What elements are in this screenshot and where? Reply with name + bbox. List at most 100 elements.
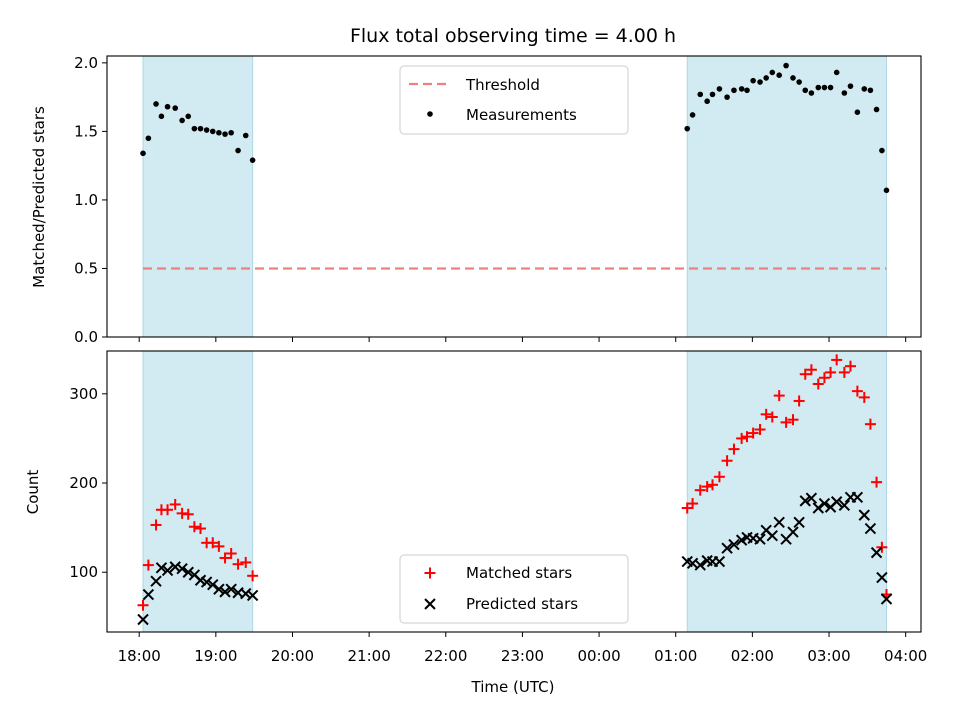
matched-star-point <box>207 537 219 549</box>
observing-window-0 <box>142 55 254 338</box>
matched-star-point <box>864 418 876 430</box>
matched-star-point <box>805 364 817 376</box>
measurement-point <box>873 106 880 113</box>
measurement-point <box>185 113 192 120</box>
predicted-star-point <box>876 571 888 584</box>
x-tick-label: 04:00 <box>884 647 927 665</box>
y-tick-label: 0.5 <box>74 259 98 277</box>
top-x-ticks <box>138 337 907 342</box>
x-tick-label: 01:00 <box>654 647 697 665</box>
predicted-star-point <box>213 583 225 595</box>
matched-star-point <box>736 432 748 444</box>
measurement-point <box>191 125 198 132</box>
predicted-star-point <box>818 497 831 510</box>
top-legend: Threshold Measurements <box>399 65 629 135</box>
y-tick-label: 200 <box>69 474 98 492</box>
predicted-star-point <box>838 499 851 512</box>
ratio-panel: 0.00.51.01.52.0 Matched/Predicted stars … <box>30 54 922 346</box>
matched-star-points <box>137 354 893 611</box>
bottom-y-ticks: 100 200 300 <box>69 385 107 581</box>
matched-star-point <box>142 559 154 571</box>
predicted-star-point <box>207 579 219 591</box>
measurement-point <box>879 147 885 154</box>
top-y-axis-label: Matched/Predicted stars <box>30 106 48 288</box>
matched-star-point <box>858 391 870 403</box>
measurement-point <box>179 117 185 124</box>
predicted-star-point <box>793 516 805 528</box>
measurement-point <box>203 127 210 133</box>
predicted-star-point <box>805 492 818 504</box>
matched-star-point <box>793 395 805 407</box>
predicted-star-point <box>219 586 231 598</box>
matched-star-point <box>851 385 863 397</box>
predicted-star-point <box>694 559 706 571</box>
matched-star-point <box>707 479 719 491</box>
measurement-point <box>776 72 783 78</box>
bottom-observing-windows <box>142 350 888 633</box>
legend-matched-label: Matched stars <box>466 564 572 582</box>
measurement-point <box>145 135 152 142</box>
x-tick-label: 18:00 <box>118 647 161 665</box>
measurement-point <box>140 150 146 157</box>
measurement-point <box>827 84 834 91</box>
top-y-ticks: 0.0 0.5 1.0 1.5 2.0 <box>74 54 107 346</box>
matched-star-point <box>169 498 181 510</box>
measurement-point <box>242 132 249 139</box>
matched-star-point <box>213 540 225 552</box>
measurement-point <box>228 129 234 136</box>
measurement-point <box>883 187 890 194</box>
matched-star-point <box>188 521 200 533</box>
measurement-point <box>197 125 204 132</box>
measurement-point <box>697 91 704 98</box>
matched-star-point <box>818 372 830 384</box>
x-tick-label: 02:00 <box>731 647 774 665</box>
predicted-star-point <box>182 566 194 578</box>
bottom-y-axis-label: Count <box>24 470 42 515</box>
predicted-star-point <box>773 516 785 528</box>
x-tick-label: 21:00 <box>348 647 391 665</box>
measurement-point <box>757 79 763 85</box>
top-legend-box <box>399 65 629 135</box>
measurement-point <box>861 86 868 92</box>
matched-star-point <box>838 366 850 378</box>
measurement-point <box>172 105 179 111</box>
measurement-point <box>802 87 809 94</box>
measurement-point <box>841 90 848 96</box>
y-tick-label: 300 <box>69 385 98 403</box>
matched-star-point <box>219 552 231 564</box>
matched-star-point <box>713 471 725 483</box>
matched-star-point <box>162 504 174 516</box>
measurement-point <box>716 86 723 92</box>
matched-star-point <box>694 484 706 496</box>
measurement-point <box>783 62 789 69</box>
measurement-point <box>684 125 691 132</box>
measurement-point <box>738 86 745 92</box>
predicted-star-point <box>713 555 726 568</box>
matched-star-point <box>773 390 785 402</box>
bottom-legend: Matched stars Predicted stars <box>399 554 629 624</box>
measurement-point <box>164 103 171 110</box>
matched-star-point <box>232 558 244 570</box>
matched-star-point <box>150 519 162 531</box>
measurement-point <box>833 69 840 76</box>
measurement-point <box>790 75 796 81</box>
measurement-point <box>867 87 874 94</box>
matched-star-point <box>687 498 699 510</box>
legend-plus-marker <box>424 567 436 579</box>
matched-star-point <box>747 427 759 439</box>
legend-measurements-swatch <box>427 111 433 117</box>
measurement-point <box>847 83 854 89</box>
predicted-star-point <box>155 562 168 574</box>
predicted-star-point <box>176 562 188 575</box>
measurement-point <box>769 69 776 76</box>
matched-star-point <box>766 411 778 423</box>
predicted-star-point <box>830 496 843 508</box>
matched-star-point <box>799 368 811 380</box>
x-tick-label: 20:00 <box>271 647 314 665</box>
measurement-point <box>209 128 216 135</box>
legend-x-marker <box>424 598 436 610</box>
measurement-point <box>222 131 228 137</box>
predicted-star-point <box>858 509 870 521</box>
matched-star-point <box>871 476 883 488</box>
predicted-star-point <box>137 613 149 626</box>
